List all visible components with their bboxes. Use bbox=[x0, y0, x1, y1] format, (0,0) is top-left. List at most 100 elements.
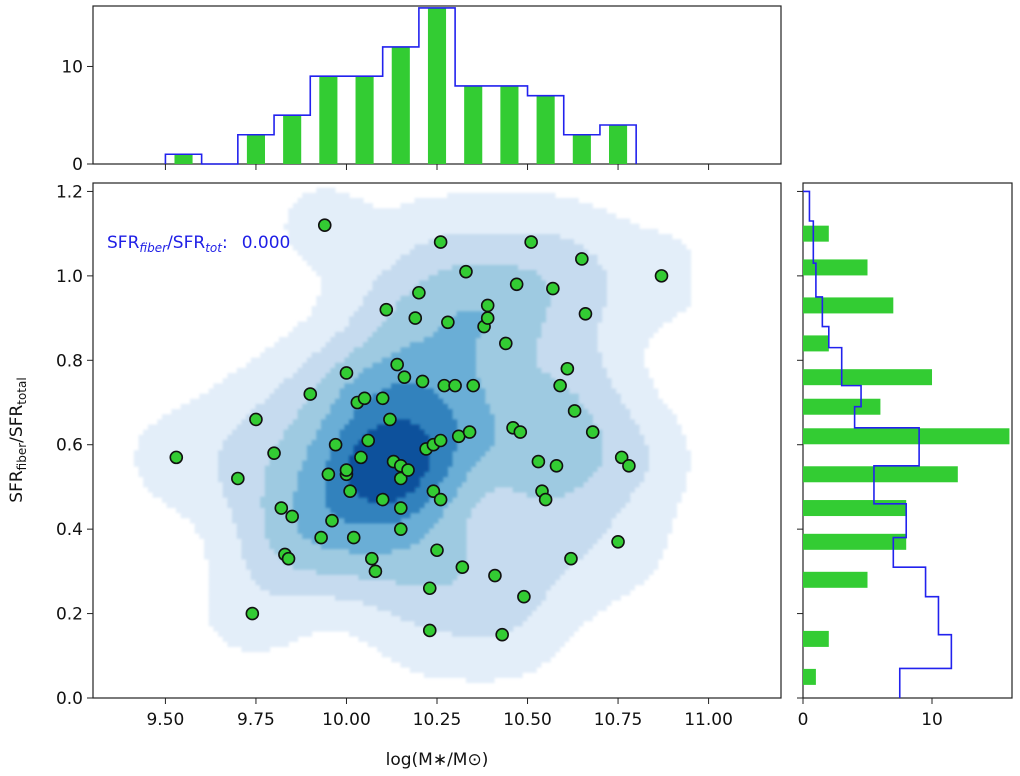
top-histogram-axes: 0 10 bbox=[61, 5, 782, 175]
top-hist-bar bbox=[246, 134, 265, 164]
scatter-point bbox=[343, 484, 357, 498]
right-hist-bar bbox=[803, 369, 933, 386]
right-hist-bar bbox=[803, 533, 907, 550]
scatter-point bbox=[357, 391, 372, 406]
scatter-point bbox=[455, 560, 470, 574]
scatter-point bbox=[611, 535, 625, 549]
scatter-point bbox=[365, 551, 379, 566]
scatter-point bbox=[480, 298, 495, 313]
y-tick-label: 0.2 bbox=[56, 605, 83, 625]
right-hist-bar bbox=[803, 225, 829, 242]
scatter-point bbox=[321, 467, 336, 482]
right-hist-bar bbox=[803, 297, 894, 314]
scatter-point bbox=[245, 606, 260, 621]
scatter-point bbox=[361, 433, 376, 448]
scatter-point bbox=[422, 623, 437, 638]
x-tick-label: 10.00 bbox=[322, 710, 371, 730]
scatter-point bbox=[459, 264, 473, 279]
scatter-point bbox=[575, 252, 589, 266]
scatter-point bbox=[231, 471, 245, 486]
x-tick-label: 9.75 bbox=[237, 710, 275, 730]
right-hist-bar bbox=[803, 398, 881, 415]
y-tick-label: 1.0 bbox=[56, 267, 83, 287]
scatter-point bbox=[560, 361, 575, 376]
scatter-point bbox=[169, 450, 184, 465]
y-tick-label: 0.0 bbox=[56, 689, 83, 709]
scatter-point bbox=[281, 551, 296, 566]
right-hist-bar bbox=[803, 466, 958, 483]
scatter-point bbox=[249, 412, 263, 427]
scatter-point bbox=[531, 454, 546, 469]
right-hist-bar bbox=[803, 668, 816, 685]
scatter-point bbox=[317, 218, 332, 233]
scatter-point bbox=[339, 463, 354, 477]
top-hist-bar bbox=[319, 76, 338, 164]
scatter-point bbox=[383, 412, 397, 427]
scatter-point bbox=[538, 492, 553, 507]
scatter-point bbox=[379, 302, 394, 317]
top-hist-bar bbox=[391, 46, 410, 164]
scatter-point bbox=[375, 492, 390, 507]
scatter-point bbox=[546, 281, 560, 296]
y-tick-label: 0.6 bbox=[56, 436, 83, 456]
scatter-point bbox=[578, 307, 593, 321]
right-hist-bar bbox=[803, 259, 868, 276]
x-tick-label: 10.75 bbox=[594, 710, 643, 730]
scatter-point bbox=[433, 433, 448, 448]
scatter-points bbox=[169, 218, 669, 642]
scatter-point bbox=[393, 471, 408, 486]
scatter-point bbox=[564, 551, 578, 566]
scatter-point bbox=[513, 425, 528, 439]
right-histogram-axes: 0 10 bbox=[797, 182, 1013, 730]
right-hist-bar bbox=[803, 630, 829, 647]
right-hist-bar bbox=[803, 571, 868, 588]
right-hist-bar bbox=[803, 428, 1010, 445]
scatter-point bbox=[433, 235, 448, 249]
right-x-tick-label: 0 bbox=[798, 710, 809, 730]
scatter-point bbox=[303, 387, 318, 401]
scatter-point bbox=[448, 378, 462, 393]
top-y-tick-label: 0 bbox=[72, 155, 83, 175]
scatter-point bbox=[498, 336, 513, 351]
top-hist-bar bbox=[500, 85, 519, 164]
scatter-point bbox=[393, 501, 408, 515]
right-hist-bar bbox=[803, 335, 829, 352]
scatter-point bbox=[433, 492, 448, 507]
scatter-point bbox=[368, 564, 383, 579]
y-tick-label: 0.8 bbox=[56, 351, 83, 371]
scatter-point bbox=[390, 357, 404, 372]
top-hist-bar bbox=[427, 7, 447, 164]
x-axis-label: log(M∗/M⊙) bbox=[386, 750, 489, 770]
scatter-point bbox=[585, 425, 600, 439]
scatter-point bbox=[354, 450, 368, 465]
top-hist-bar bbox=[355, 76, 374, 164]
scatter-point bbox=[488, 568, 502, 583]
x-tick-label: 10.50 bbox=[503, 710, 552, 730]
scatter-point bbox=[466, 378, 481, 393]
scatter-point bbox=[422, 581, 437, 596]
scatter-point bbox=[328, 437, 343, 452]
x-tick-label: 10.25 bbox=[413, 710, 462, 730]
top-hist-bar bbox=[174, 154, 193, 164]
scatter-point bbox=[285, 509, 299, 524]
scatter-point bbox=[325, 513, 339, 528]
scatter-point bbox=[412, 285, 426, 300]
scatter-point bbox=[426, 484, 441, 498]
scatter-point bbox=[441, 315, 455, 330]
scatter-point bbox=[462, 425, 477, 439]
right-hist-bar bbox=[803, 500, 907, 517]
scatter-point bbox=[430, 543, 444, 558]
scatter-point bbox=[567, 404, 582, 418]
ratio-annotation: SFRfiber/SFRtot: 0.000 bbox=[107, 233, 290, 255]
scatter-point bbox=[614, 450, 629, 465]
top-hist-step bbox=[164, 7, 637, 165]
scatter-point bbox=[397, 370, 412, 384]
x-tick-label: 11.00 bbox=[684, 710, 733, 730]
right-hist-step bbox=[803, 190, 953, 698]
scatter-point bbox=[524, 235, 538, 249]
scatter-point bbox=[622, 459, 636, 473]
scatter-point bbox=[549, 459, 564, 473]
density-contours bbox=[133, 187, 692, 684]
scatter-point bbox=[375, 391, 390, 406]
